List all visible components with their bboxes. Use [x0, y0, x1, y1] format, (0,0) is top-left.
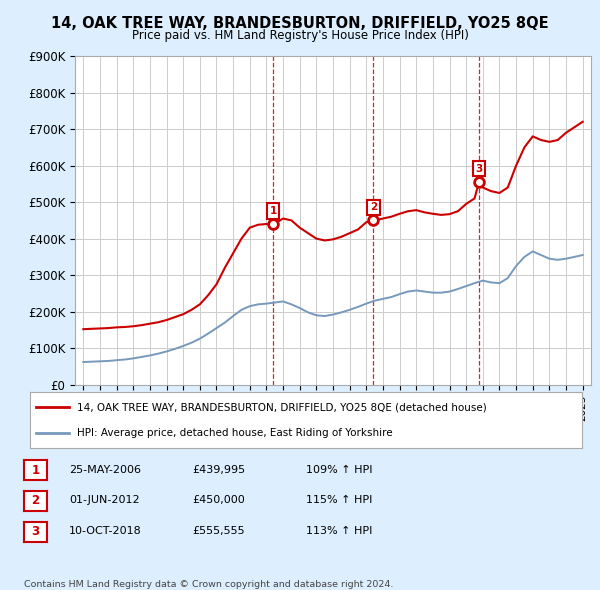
Text: 14, OAK TREE WAY, BRANDESBURTON, DRIFFIELD, YO25 8QE (detached house): 14, OAK TREE WAY, BRANDESBURTON, DRIFFIE… — [77, 402, 487, 412]
Text: 2: 2 — [31, 494, 40, 507]
Text: £450,000: £450,000 — [192, 496, 245, 505]
Text: 113% ↑ HPI: 113% ↑ HPI — [306, 526, 373, 536]
Text: 01-JUN-2012: 01-JUN-2012 — [69, 496, 140, 505]
Text: 10-OCT-2018: 10-OCT-2018 — [69, 526, 142, 536]
Text: 3: 3 — [31, 525, 40, 538]
Text: £555,555: £555,555 — [192, 526, 245, 536]
Text: 109% ↑ HPI: 109% ↑ HPI — [306, 465, 373, 474]
Text: 2: 2 — [370, 202, 377, 212]
Text: Price paid vs. HM Land Registry's House Price Index (HPI): Price paid vs. HM Land Registry's House … — [131, 30, 469, 42]
Text: £439,995: £439,995 — [192, 465, 245, 474]
Text: HPI: Average price, detached house, East Riding of Yorkshire: HPI: Average price, detached house, East… — [77, 428, 392, 438]
Text: 1: 1 — [31, 464, 40, 477]
Text: 1: 1 — [269, 206, 277, 216]
Text: 3: 3 — [476, 164, 483, 174]
Text: Contains HM Land Registry data © Crown copyright and database right 2024.: Contains HM Land Registry data © Crown c… — [24, 580, 394, 589]
Text: 14, OAK TREE WAY, BRANDESBURTON, DRIFFIELD, YO25 8QE: 14, OAK TREE WAY, BRANDESBURTON, DRIFFIE… — [51, 16, 549, 31]
Text: 115% ↑ HPI: 115% ↑ HPI — [306, 496, 373, 505]
Text: 25-MAY-2006: 25-MAY-2006 — [69, 465, 141, 474]
